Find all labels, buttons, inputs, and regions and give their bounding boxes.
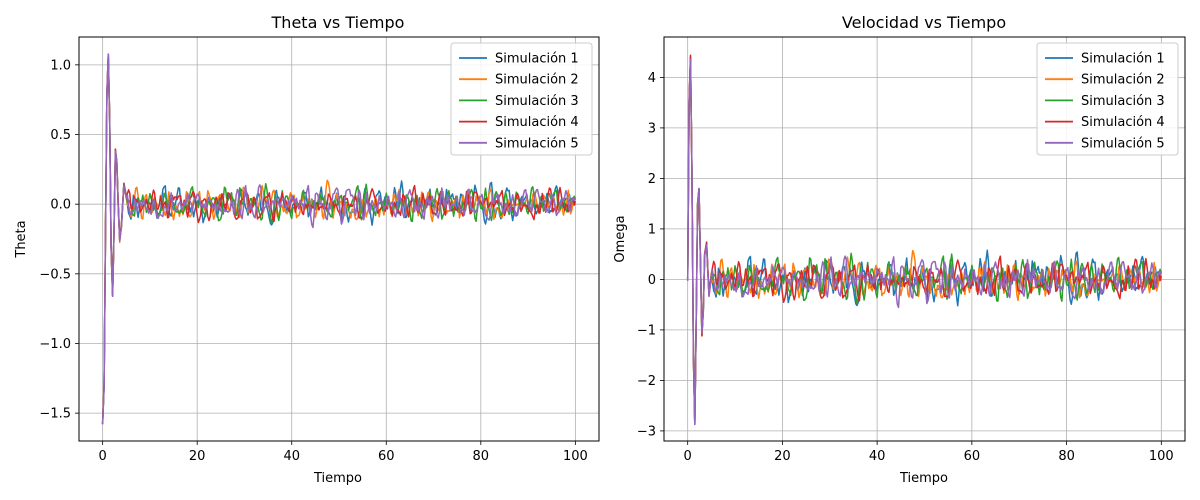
y-tick-label: 0.5	[50, 128, 71, 143]
legend-box	[1036, 42, 1179, 156]
series-lines-omega	[686, 54, 1163, 426]
y-tick-label: 1.0	[50, 58, 71, 73]
chart-omega: Velocidad vs Tiempo 0 20 40 60 80 100 −3 −2 −1 0 1…	[613, 13, 1186, 486]
x-tick-label: 40	[869, 449, 886, 464]
y-tick-label: −2	[637, 374, 656, 389]
plot-frame-theta	[78, 36, 600, 442]
legend-label-3: Simulación 3	[1081, 94, 1165, 109]
y-tick-label: 0.0	[50, 198, 71, 213]
y-tick-label: −1.5	[39, 407, 71, 422]
chart-title-omega: Velocidad vs Tiempo	[842, 13, 1006, 32]
series-line-4	[686, 54, 1163, 426]
legend-label-2: Simulación 2	[495, 73, 579, 88]
ticks-omega: 0 20 40 60 80 100 −3 −2 −1 0 1 2 3 4	[637, 71, 1174, 464]
y-tick-label: 4	[648, 71, 656, 86]
legend-label-4: Simulación 4	[1081, 115, 1165, 130]
x-tick-label: 60	[964, 449, 981, 464]
x-tick-label: 40	[283, 449, 300, 464]
x-tick-label: 0	[684, 449, 692, 464]
legend-label-5: Simulación 5	[1081, 136, 1165, 151]
x-tick-label: 100	[563, 449, 588, 464]
legend-label-1: Simulación 1	[495, 52, 579, 67]
ticks-theta: 0 20 40 60 80 100 −1.5 −1.0 −0.5 0.0 0.5 1.0	[39, 58, 587, 464]
series-lines-theta	[101, 53, 577, 425]
series-line-5	[101, 53, 577, 425]
legend-label-1: Simulación 1	[1081, 52, 1165, 67]
y-tick-label: −3	[637, 424, 656, 439]
y-axis-label-theta: Theta	[14, 220, 29, 258]
chart-title-theta: Theta vs Tiempo	[271, 13, 405, 32]
x-tick-label: 80	[473, 449, 490, 464]
series-line-4	[101, 53, 577, 425]
x-tick-label: 20	[189, 449, 206, 464]
legend-theta: Simulación 1 Simulación 2 Simulación 3 Simu…	[450, 42, 593, 156]
legend-label-5: Simulación 5	[495, 136, 579, 151]
x-axis-label-omega: Tiempo	[899, 471, 948, 486]
y-tick-label: −0.5	[39, 267, 71, 282]
legend-omega: Simulación 1 Simulación 2 Simulación 3 Simu…	[1036, 42, 1179, 156]
x-tick-label: 20	[774, 449, 791, 464]
y-tick-label: 1	[648, 222, 656, 237]
y-tick-label: −1	[637, 323, 656, 338]
legend-label-3: Simulación 3	[495, 94, 579, 109]
chart-theta: Theta vs Tiempo 0 20 40 60 80 100 −1.5 −1.0 −0.5…	[14, 13, 600, 486]
y-tick-label: −1.0	[39, 337, 71, 352]
legend-label-4: Simulación 4	[495, 115, 579, 130]
x-tick-label: 80	[1058, 449, 1075, 464]
y-tick-label: 3	[648, 121, 656, 136]
legend-box	[450, 42, 593, 156]
x-tick-label: 0	[98, 449, 106, 464]
series-line-5	[686, 58, 1163, 426]
y-tick-label: 0	[648, 273, 656, 288]
x-axis-label-theta: Tiempo	[313, 471, 362, 486]
y-axis-label-omega: Omega	[613, 215, 628, 262]
x-tick-label: 100	[1149, 449, 1174, 464]
y-tick-label: 2	[648, 172, 656, 187]
x-tick-label: 60	[378, 449, 395, 464]
plot-frame-omega	[663, 36, 1186, 442]
legend-label-2: Simulación 2	[1081, 73, 1165, 88]
